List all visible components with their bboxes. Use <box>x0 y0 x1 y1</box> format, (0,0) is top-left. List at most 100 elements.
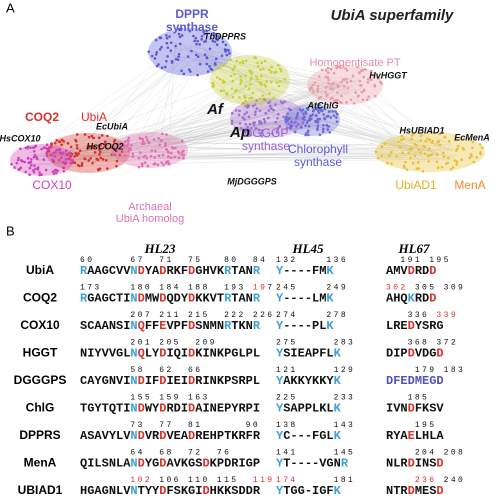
node <box>62 169 66 173</box>
node <box>269 107 273 110</box>
node <box>44 146 48 150</box>
node <box>331 96 334 100</box>
position-numbers: 155 159 163 <box>80 394 210 403</box>
node <box>30 163 33 167</box>
cluster-label: UbiAD1 <box>395 178 437 192</box>
node <box>92 136 95 140</box>
node <box>220 54 224 58</box>
node <box>124 153 127 157</box>
network-edge <box>299 114 304 125</box>
node <box>261 94 265 97</box>
node <box>243 112 247 116</box>
node <box>251 104 255 108</box>
node <box>53 168 57 172</box>
position-numbers: 302 305 309 <box>386 284 465 293</box>
node <box>56 169 59 172</box>
node <box>276 116 279 120</box>
node <box>332 114 336 118</box>
node <box>196 55 200 59</box>
node <box>295 114 299 118</box>
node <box>336 64 340 68</box>
node <box>308 117 311 121</box>
node <box>89 157 92 160</box>
node <box>265 80 269 83</box>
node <box>153 156 157 159</box>
node <box>182 157 185 160</box>
node <box>338 65 342 69</box>
node <box>230 112 234 115</box>
node <box>214 66 218 69</box>
position-numbers: 121 129 <box>276 366 355 375</box>
network-edge <box>210 63 304 120</box>
network-edge <box>93 149 108 163</box>
node <box>447 156 450 160</box>
sequence: NTRDMESD <box>386 484 444 496</box>
panel-title: UbiA superfamily <box>331 7 454 24</box>
network-edge <box>39 154 407 156</box>
node <box>75 133 79 136</box>
node <box>153 162 157 165</box>
node <box>166 155 170 159</box>
node <box>211 82 215 86</box>
node <box>45 154 49 158</box>
node <box>428 138 432 141</box>
node <box>97 168 100 172</box>
node <box>317 96 321 100</box>
cluster-label: MenA <box>454 178 485 192</box>
node <box>367 95 370 98</box>
node <box>165 34 168 37</box>
node <box>298 108 302 111</box>
node <box>358 79 362 83</box>
node <box>440 165 444 169</box>
node <box>250 126 253 130</box>
node <box>33 153 37 157</box>
row-name: ChlG <box>26 401 55 415</box>
node <box>205 56 209 59</box>
node <box>435 153 439 156</box>
node <box>276 126 280 130</box>
node <box>410 137 414 141</box>
cluster-label: HsUBIAD1 <box>399 125 444 135</box>
node <box>110 146 113 149</box>
node <box>293 121 296 125</box>
position-numbers: 60 67 71 75 80 84 <box>80 256 267 265</box>
node <box>198 62 202 66</box>
position-numbers: 274 278 <box>276 311 348 320</box>
node <box>250 96 254 100</box>
node <box>268 99 272 103</box>
node <box>435 160 439 163</box>
node <box>383 142 387 145</box>
network-edge <box>204 52 268 93</box>
node <box>244 74 247 78</box>
node <box>235 88 238 92</box>
row-name: UbiA <box>26 263 54 277</box>
node <box>194 36 198 40</box>
network-edge <box>168 41 176 145</box>
node <box>386 161 389 165</box>
node <box>346 86 350 90</box>
node <box>316 117 320 121</box>
node <box>471 146 474 150</box>
node <box>404 161 407 164</box>
node <box>174 44 177 48</box>
node <box>226 48 229 52</box>
node <box>260 129 264 132</box>
node <box>32 149 36 153</box>
node <box>163 144 167 147</box>
node <box>49 153 53 157</box>
node <box>168 35 171 38</box>
network-edge <box>71 60 171 148</box>
node <box>188 29 192 33</box>
row-name: MenA <box>24 456 57 470</box>
node <box>69 161 72 165</box>
node <box>323 117 327 121</box>
node <box>400 138 403 142</box>
node <box>235 59 239 63</box>
network-edge <box>252 82 300 118</box>
node <box>222 89 226 93</box>
node <box>54 171 58 175</box>
node <box>160 45 163 49</box>
node <box>45 143 49 147</box>
network-edge <box>56 40 209 163</box>
